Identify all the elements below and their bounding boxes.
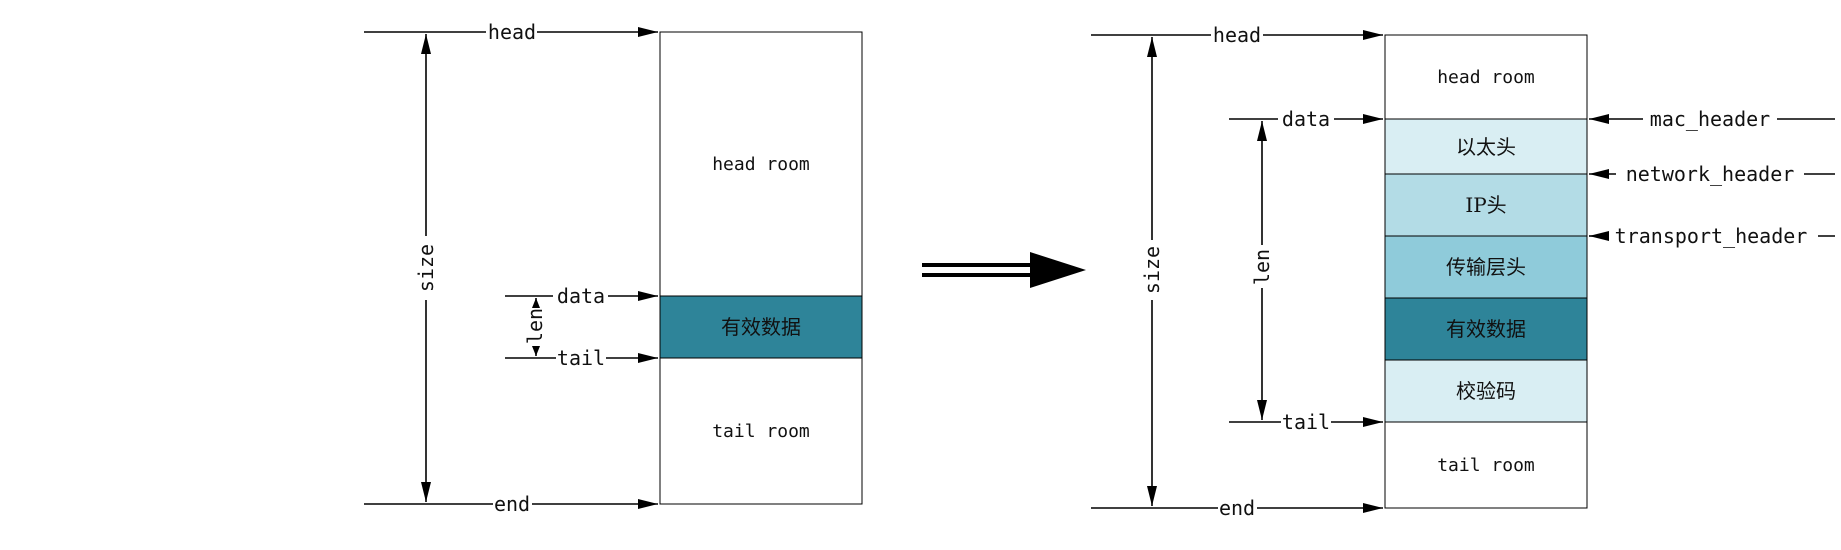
right-payload-label: 有效数据 [1446, 317, 1526, 341]
right-eth-header-label: 以太头 [1456, 135, 1516, 159]
mac-header-label: mac_header [1650, 107, 1770, 131]
left-tail-room-label: tail room [712, 421, 810, 442]
right-end-label: end [1219, 496, 1255, 520]
right-len-label: len [1250, 249, 1274, 285]
right-head-room-label: head room [1437, 67, 1535, 88]
left-end-label: end [494, 492, 530, 516]
right-head-label: head [1213, 23, 1261, 47]
left-payload-box [659, 295, 863, 359]
left-diagram: head room 有效数据 tail room head end size d… [364, 20, 863, 516]
left-size-label: size [414, 244, 438, 292]
transport-header-label: transport_header [1615, 224, 1808, 248]
left-head-label: head [488, 20, 536, 44]
right-payload-box [1384, 297, 1588, 361]
left-len-label: len [523, 308, 547, 344]
transform-arrow-bar-bottom [922, 273, 1032, 277]
transform-arrow-bar-top [922, 263, 1032, 267]
left-head-room-label: head room [712, 154, 810, 175]
right-ip-header-label: IP头 [1465, 193, 1506, 217]
right-head-room-box [1384, 34, 1588, 120]
right-checksum-label: 校验码 [1456, 379, 1516, 403]
left-data-label: data [557, 284, 605, 308]
left-tail-label: tail [557, 346, 605, 370]
right-size-label: size [1140, 246, 1164, 294]
left-head-room-box [659, 31, 863, 297]
right-tail-room-label: tail room [1437, 455, 1535, 476]
right-tail-room-box [1384, 421, 1588, 509]
network-header-label: network_header [1626, 162, 1795, 186]
transform-arrow-head [1030, 252, 1086, 288]
right-transport-header-box [1384, 235, 1588, 299]
right-checksum-box [1384, 359, 1588, 423]
right-transport-header-label: 传输层头 [1446, 255, 1526, 279]
right-tail-label: tail [1282, 410, 1330, 434]
right-data-label: data [1282, 107, 1330, 131]
left-tail-room-box [659, 357, 863, 505]
right-diagram: head room 以太头 IP头 传输层头 有效数据 校验码 tail roo… [1091, 23, 1835, 520]
transform-arrow [922, 252, 1086, 288]
left-payload-label: 有效数据 [721, 315, 801, 339]
